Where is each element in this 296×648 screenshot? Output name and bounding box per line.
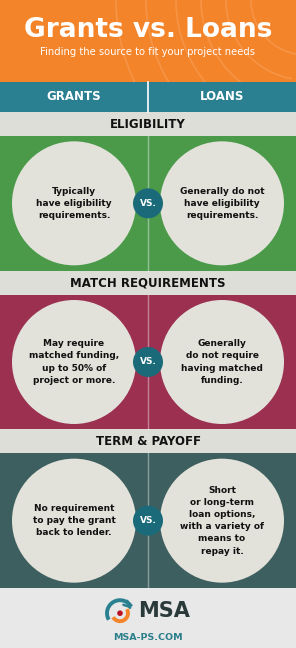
FancyBboxPatch shape [0,136,296,271]
Text: MATCH REQUIREMENTS: MATCH REQUIREMENTS [70,276,226,289]
FancyBboxPatch shape [0,588,296,648]
Text: Typically
have eligibility
requirements.: Typically have eligibility requirements. [36,187,112,220]
Circle shape [12,141,136,265]
Circle shape [117,610,123,616]
Text: Short
or long-term
loan options,
with a variety of
means to
repay it.: Short or long-term loan options, with a … [180,486,264,555]
Text: Generally
do not require
having matched
funding.: Generally do not require having matched … [181,340,263,385]
Text: VS.: VS. [139,199,157,208]
Text: Generally do not
have eligibility
requirements.: Generally do not have eligibility requir… [180,187,264,220]
Text: MSA-PS.COM: MSA-PS.COM [113,632,183,642]
FancyBboxPatch shape [0,295,296,430]
Text: VS.: VS. [139,516,157,525]
Text: No requirement
to pay the grant
back to lender.: No requirement to pay the grant back to … [33,504,115,537]
Circle shape [160,141,284,265]
FancyBboxPatch shape [0,454,296,588]
Circle shape [12,459,136,583]
Circle shape [12,300,136,424]
FancyBboxPatch shape [0,430,296,454]
Circle shape [160,459,284,583]
Text: VS.: VS. [139,358,157,367]
Text: TERM & PAYOFF: TERM & PAYOFF [96,435,200,448]
Text: MSA: MSA [138,601,190,621]
FancyBboxPatch shape [0,112,296,136]
FancyBboxPatch shape [0,82,296,112]
Text: GRANTS: GRANTS [47,91,101,104]
Circle shape [133,189,163,218]
FancyBboxPatch shape [0,0,296,82]
FancyBboxPatch shape [0,271,296,295]
Text: May require
matched funding,
up to 50% of
project or more.: May require matched funding, up to 50% o… [29,340,119,385]
Circle shape [133,505,163,536]
Text: ELIGIBILITY: ELIGIBILITY [110,117,186,130]
Text: Finding the source to fit your project needs: Finding the source to fit your project n… [41,47,255,57]
Circle shape [160,300,284,424]
Circle shape [133,347,163,377]
Text: Grants vs. Loans: Grants vs. Loans [24,17,272,43]
Text: LOANS: LOANS [200,91,244,104]
